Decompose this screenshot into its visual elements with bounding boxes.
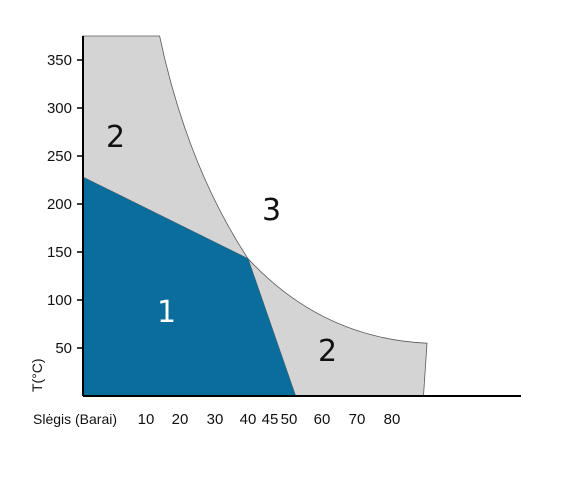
- x-tick-label: 20: [172, 411, 189, 428]
- x-tick-label: 60: [314, 411, 331, 428]
- y-tick-label: 50: [55, 340, 72, 357]
- axes-layer: [82, 36, 521, 397]
- region-1-area: [83, 177, 296, 396]
- x-axis-label: Slėgis (Barai): [33, 411, 117, 427]
- region-2-upper-area: [82, 35, 250, 260]
- x-tick-label: 70: [349, 411, 366, 428]
- region-2-lower-area: [247, 258, 428, 397]
- x-tick-label: 80: [384, 411, 401, 428]
- region-label-1: 1: [157, 295, 176, 330]
- x-tick-label: 50: [281, 411, 298, 428]
- y-tick-label: 200: [47, 196, 72, 213]
- region-labels: 1 2 2 3: [106, 120, 337, 369]
- y-tick-label: 150: [47, 244, 72, 261]
- x-tick-label: 10: [138, 411, 155, 428]
- regions-layer: [82, 35, 428, 397]
- region-label-3: 3: [262, 193, 281, 228]
- x-tick-label: 40: [240, 411, 257, 428]
- y-axis-label: T(°C): [29, 358, 45, 392]
- region-label-2-lower: 2: [318, 334, 337, 369]
- x-tick-labels: 10 20 30 40 45 50 60 70 80: [138, 411, 401, 428]
- y-tick-labels: 50 100 150 200 250 300 350: [47, 52, 83, 357]
- y-tick-label: 300: [47, 100, 72, 117]
- y-tick-label: 350: [47, 52, 72, 69]
- x-tick-label: 30: [207, 411, 224, 428]
- x-tick-label: 45: [262, 411, 279, 428]
- region-label-2-upper: 2: [106, 120, 125, 155]
- y-tick-label: 250: [47, 148, 72, 165]
- y-tick-label: 100: [47, 292, 72, 309]
